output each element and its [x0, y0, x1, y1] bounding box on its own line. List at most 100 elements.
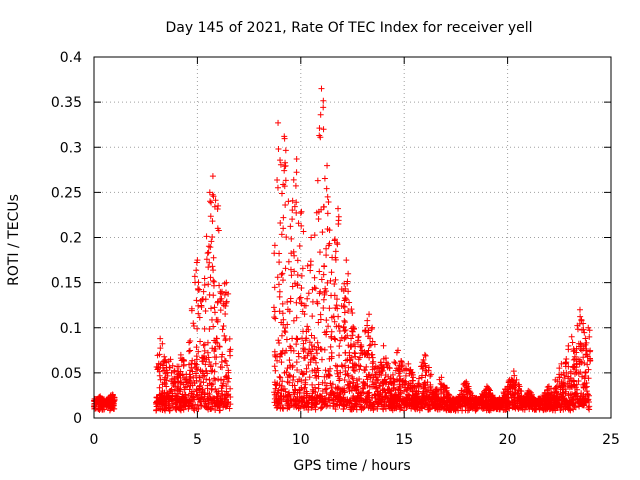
data-point [583, 388, 590, 395]
data-point [518, 402, 525, 409]
data-point [166, 407, 173, 414]
data-point [311, 335, 318, 342]
data-point [162, 370, 169, 377]
data-point [584, 361, 591, 368]
data-point [455, 394, 462, 401]
data-point [405, 360, 412, 367]
data-point [334, 363, 341, 370]
data-point [328, 355, 335, 362]
data-point [585, 324, 592, 331]
data-point [271, 284, 278, 291]
data-point [276, 396, 283, 403]
data-point [386, 364, 393, 371]
data-point [330, 313, 337, 320]
data-point [502, 386, 509, 393]
y-tick-label: 0.2 [60, 231, 82, 247]
data-point [357, 363, 364, 370]
data-point [294, 393, 301, 400]
data-point [283, 369, 290, 376]
data-point [342, 319, 349, 326]
data-point [584, 351, 591, 358]
data-point [354, 339, 361, 346]
data-point [294, 272, 301, 279]
data-point [157, 406, 164, 413]
data-point [168, 395, 175, 402]
data-point [572, 404, 579, 411]
data-point [331, 318, 338, 325]
data-point [446, 391, 453, 398]
data-point [291, 203, 298, 210]
data-point [493, 398, 500, 405]
data-point [280, 214, 287, 221]
data-point [408, 401, 415, 408]
data-point [305, 290, 312, 297]
data-point [302, 376, 309, 383]
data-point [438, 397, 445, 404]
data-point [568, 333, 575, 340]
data-point [485, 390, 492, 397]
data-point [353, 377, 360, 384]
data-point [356, 366, 363, 373]
data-point [156, 384, 163, 391]
data-point [353, 398, 360, 405]
data-point [581, 360, 588, 367]
data-point [309, 346, 316, 353]
data-point [374, 388, 381, 395]
data-point [297, 210, 304, 217]
data-point [177, 374, 184, 381]
data-point [335, 220, 342, 227]
data-point [318, 404, 325, 411]
data-point [407, 367, 414, 374]
data-point [313, 359, 320, 366]
data-point [500, 406, 507, 413]
data-point [187, 347, 194, 354]
data-point [207, 244, 214, 251]
data-point [411, 383, 418, 390]
data-point [278, 393, 285, 400]
data-point [320, 97, 327, 104]
data-point [565, 373, 572, 380]
data-point [215, 376, 222, 383]
data-point [226, 348, 233, 355]
data-point [271, 389, 278, 396]
data-point [200, 295, 207, 302]
data-point [409, 371, 416, 378]
data-point [286, 379, 293, 386]
data-point [440, 389, 447, 396]
data-point [328, 389, 335, 396]
data-point [504, 397, 511, 404]
data-point [191, 273, 198, 280]
data-point [212, 377, 219, 384]
data-point [222, 337, 229, 344]
data-point [341, 389, 348, 396]
data-point [223, 279, 230, 286]
data-point [438, 374, 445, 381]
data-point [563, 356, 570, 363]
data-point [547, 396, 554, 403]
data-point [381, 364, 388, 371]
data-point [197, 378, 204, 385]
y-tick-label: 0.15 [51, 276, 82, 292]
data-point [340, 287, 347, 294]
data-point [323, 245, 330, 252]
data-point [205, 243, 212, 250]
data-point [222, 303, 229, 310]
data-point [309, 381, 316, 388]
y-tick-label: 0.05 [51, 366, 82, 382]
data-point [374, 377, 381, 384]
data-point [338, 362, 345, 369]
data-point [540, 406, 547, 413]
data-point [316, 290, 323, 297]
data-point [292, 182, 299, 189]
data-point [332, 406, 339, 413]
data-point [201, 341, 208, 348]
data-point [199, 368, 206, 375]
data-point [575, 370, 582, 377]
data-point [433, 386, 440, 393]
data-point [306, 374, 313, 381]
data-point [195, 286, 202, 293]
data-point [316, 125, 323, 132]
data-point [282, 177, 289, 184]
data-point [196, 374, 203, 381]
data-point [201, 391, 208, 398]
